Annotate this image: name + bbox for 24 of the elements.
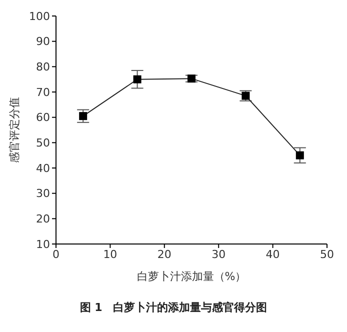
point — [79, 112, 88, 120]
x-tick-label: 20 — [157, 248, 172, 261]
x-tick-label: 0 — [52, 248, 60, 261]
x-tick-label: 30 — [212, 248, 226, 261]
point — [188, 74, 196, 83]
y-tick-label: 10 — [36, 238, 50, 251]
y-tick-label: 30 — [36, 187, 50, 200]
y-tick-label: 60 — [36, 111, 50, 124]
y-tick-label: 20 — [36, 212, 50, 226]
y-tick-label: 80 — [36, 60, 50, 74]
y-tick-label: 100 — [29, 10, 50, 23]
x-tick-label: 10 — [103, 248, 118, 261]
point — [296, 151, 304, 160]
y-tick-label: 50 — [36, 136, 50, 150]
point — [133, 75, 142, 84]
y-tick-label: 90 — [36, 35, 50, 48]
x-tick-label: 50 — [320, 248, 334, 261]
y-axis-title: 感官评定分值 — [8, 97, 21, 163]
y-tick-label: 40 — [36, 162, 50, 175]
x-axis-title: 白萝卜汁添加量（%） — [136, 270, 246, 283]
x-tick-label: 40 — [266, 248, 280, 261]
point — [242, 92, 250, 100]
caption: 图 1 白萝卜汁的添加量与感官得分图 — [78, 300, 268, 315]
y-tick-label: 70 — [36, 86, 50, 99]
